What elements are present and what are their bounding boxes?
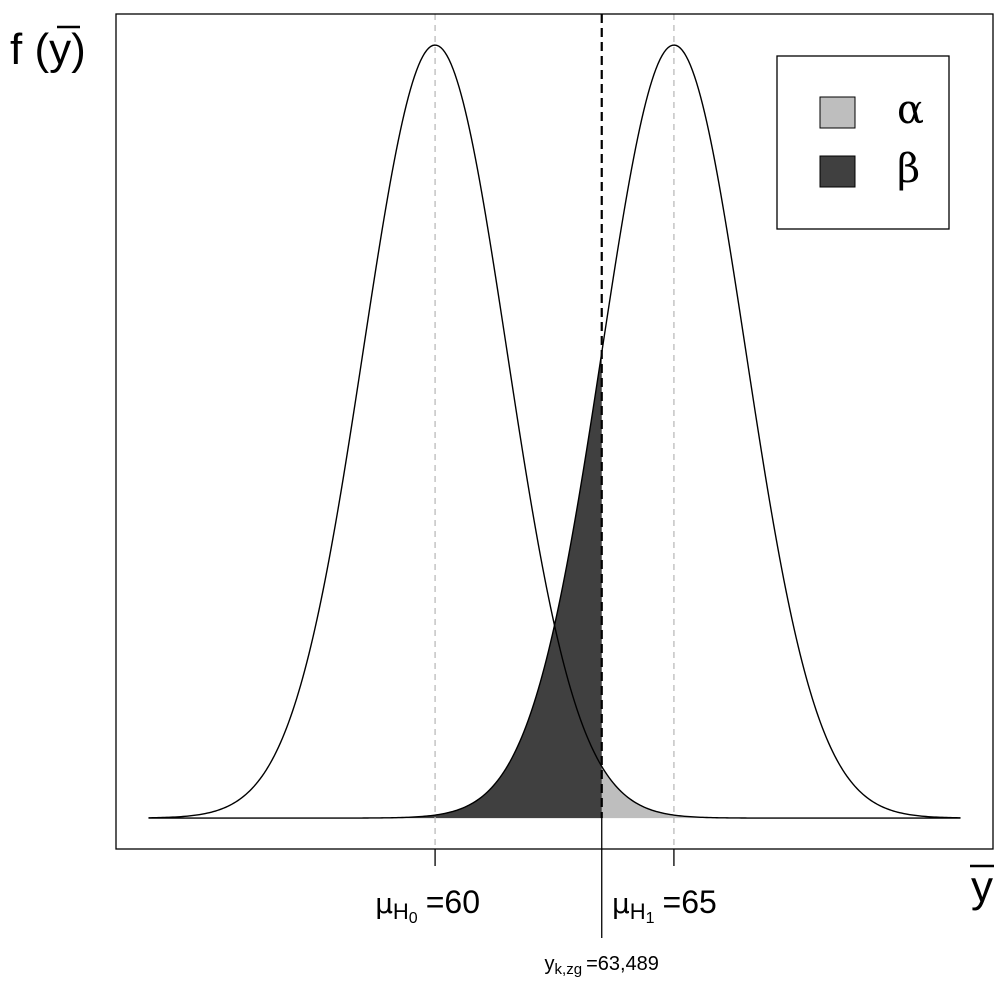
y-axis-label: f (y) bbox=[10, 25, 86, 74]
legend-swatch bbox=[819, 155, 856, 188]
legend-label: β bbox=[897, 146, 920, 192]
symbol: y bbox=[545, 953, 555, 975]
subscript: k,zg bbox=[555, 961, 583, 978]
symbol: y bbox=[49, 25, 71, 74]
subsubscript: 0 bbox=[409, 910, 418, 927]
density-curve bbox=[148, 44, 961, 819]
alpha-area bbox=[601, 766, 961, 819]
legend-box bbox=[776, 55, 950, 230]
plot-frame bbox=[115, 13, 994, 850]
mean-label: μH0 =60 bbox=[375, 884, 480, 927]
subsubscript: 1 bbox=[646, 910, 655, 927]
value-label: =60 bbox=[426, 884, 480, 920]
value-label: =63,489 bbox=[586, 953, 659, 975]
subscript: H bbox=[630, 899, 646, 924]
critical-label: yk,zg =63,489 bbox=[545, 953, 659, 978]
x-axis-label: y bbox=[971, 863, 993, 912]
value-label: =65 bbox=[663, 884, 717, 920]
legend-label: α bbox=[897, 87, 924, 133]
prefix: f ( bbox=[10, 25, 49, 74]
legend-swatch bbox=[819, 96, 856, 129]
symbol: μ bbox=[612, 887, 630, 920]
symbol: μ bbox=[375, 887, 393, 920]
subscript: H bbox=[393, 899, 409, 924]
mean-label: μH1 =65 bbox=[612, 884, 717, 927]
suffix: ) bbox=[71, 25, 86, 74]
beta-area bbox=[148, 352, 602, 819]
